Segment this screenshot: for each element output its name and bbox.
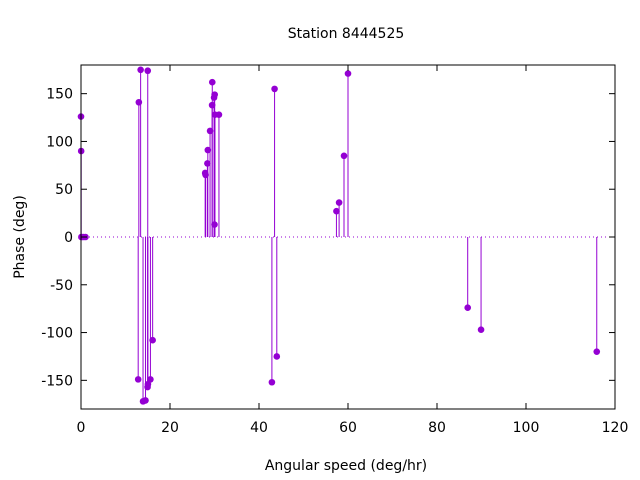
y-tick-label: 150: [46, 87, 73, 103]
y-axis-label: Phase (deg): [12, 195, 28, 279]
x-tick-label: 120: [602, 420, 629, 436]
y-tick-label: 50: [55, 182, 73, 198]
data-point: [593, 348, 601, 355]
data-point: [477, 326, 485, 333]
x-tick-label: 20: [161, 420, 179, 436]
data-point: [149, 336, 156, 344]
data-point: [215, 111, 223, 118]
x-axis-ticks: 0 20 40 60 80 100 120: [77, 65, 629, 436]
data-point: [273, 353, 281, 360]
stems: [80, 69, 598, 402]
data-point: [211, 91, 218, 98]
y-tick-label: -100: [41, 326, 73, 342]
data-point: [268, 378, 276, 386]
data-point: [344, 70, 352, 77]
data-point: [147, 376, 154, 383]
chart-title: Station 8444525: [288, 26, 405, 42]
data-point: [144, 67, 152, 75]
x-axis-label: Angular speed (deg/hr): [265, 458, 427, 474]
data-point: [333, 207, 340, 215]
data-point: [208, 101, 216, 109]
y-tick-label: -50: [50, 278, 73, 294]
y-tick-label: 0: [64, 230, 73, 246]
data-point: [335, 199, 343, 206]
data-point: [204, 160, 211, 167]
data-point: [464, 304, 472, 312]
y-tick-label: -150: [41, 373, 73, 389]
x-tick-label: 80: [428, 420, 446, 436]
data-point: [137, 66, 144, 74]
data-point: [204, 146, 212, 154]
y-tick-label: 100: [46, 134, 73, 150]
data-point: [340, 152, 348, 160]
y-axis-ticks: -150 -100 -50 0 50 100 150: [41, 87, 615, 389]
data-point: [211, 221, 218, 228]
x-tick-label: 0: [77, 420, 86, 436]
x-tick-label: 100: [513, 420, 540, 436]
data-point: [271, 85, 278, 93]
data-point: [202, 171, 209, 179]
points: [77, 66, 601, 405]
x-tick-label: 60: [339, 420, 357, 436]
data-point: [208, 78, 216, 86]
data-point: [135, 98, 143, 106]
data-point: [134, 376, 142, 383]
data-point: [206, 127, 214, 135]
x-tick-label: 40: [250, 420, 268, 436]
data-point: [142, 397, 149, 404]
